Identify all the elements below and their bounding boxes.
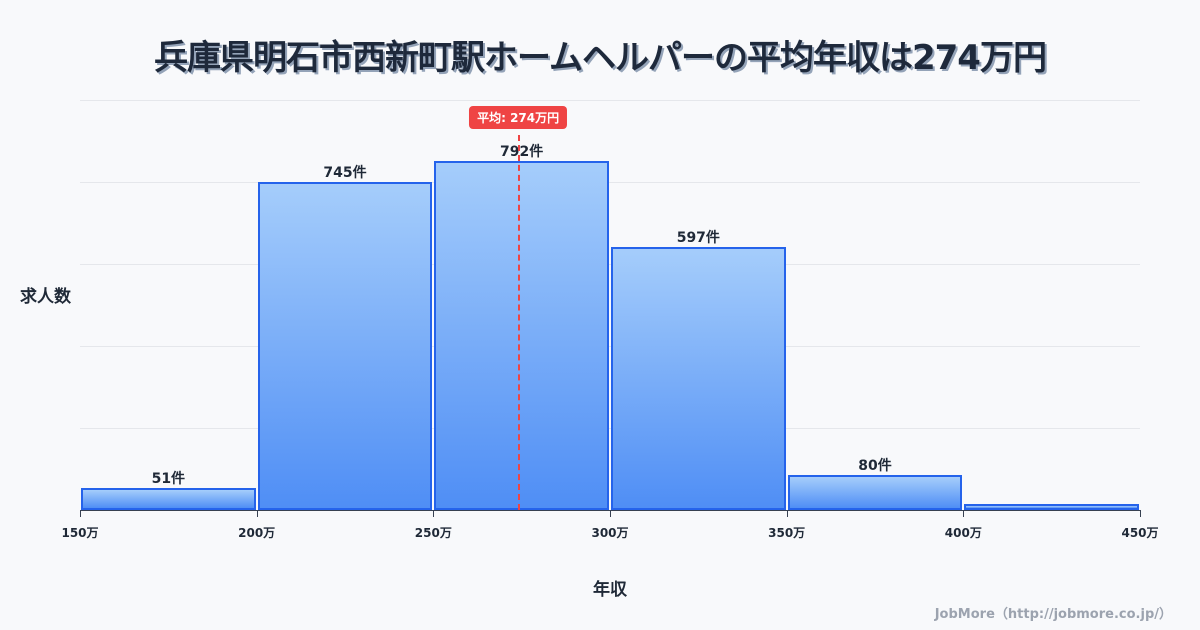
x-tick-label: 450万 [1121,526,1159,540]
bar-value-label: 80件 [858,457,892,474]
x-axis-label: 年収 [593,580,627,600]
x-tick-label: 250万 [414,526,452,540]
gridline [80,346,1140,347]
gridline [80,264,1140,265]
y-axis-label: 求人数 [20,287,71,307]
x-tick [433,510,435,517]
gridline [80,428,1140,429]
x-tick [786,510,788,517]
x-tick-label: 200万 [238,526,276,540]
gridline [80,182,1140,183]
gridline [80,100,1140,101]
x-tick [256,510,258,517]
bar-value-label: 51件 [151,470,186,487]
x-tick [1140,510,1141,517]
histogram-bar [611,246,786,510]
x-tick [80,510,81,517]
x-tick-label: 300万 [591,526,629,540]
histogram-bar [81,487,256,510]
bar-value-label: 745件 [323,164,367,181]
x-tick [610,510,611,517]
histogram-bar [434,161,609,510]
x-tick-label: 400万 [944,526,982,540]
x-tick-label: 350万 [768,526,806,540]
bar-value-label: 597件 [676,229,720,246]
histogram-bar [257,181,433,510]
chart-title: 兵庫県明石市西新町駅ホームヘルパーの平均年収は274万円 [154,38,1047,78]
histogram-bar [964,503,1139,510]
bar-value-label: 792件 [500,144,544,160]
x-tick [963,510,965,517]
source-credit: JobMore（http://jobmore.co.jp/） [934,607,1172,622]
average-line [518,135,521,510]
plot-area: 51件 745件 792件 597件 80件 [80,100,1140,510]
histogram-bar [787,474,963,510]
average-badge: 平均: 274万円 [469,106,568,129]
x-tick-label: 150万 [61,526,99,540]
